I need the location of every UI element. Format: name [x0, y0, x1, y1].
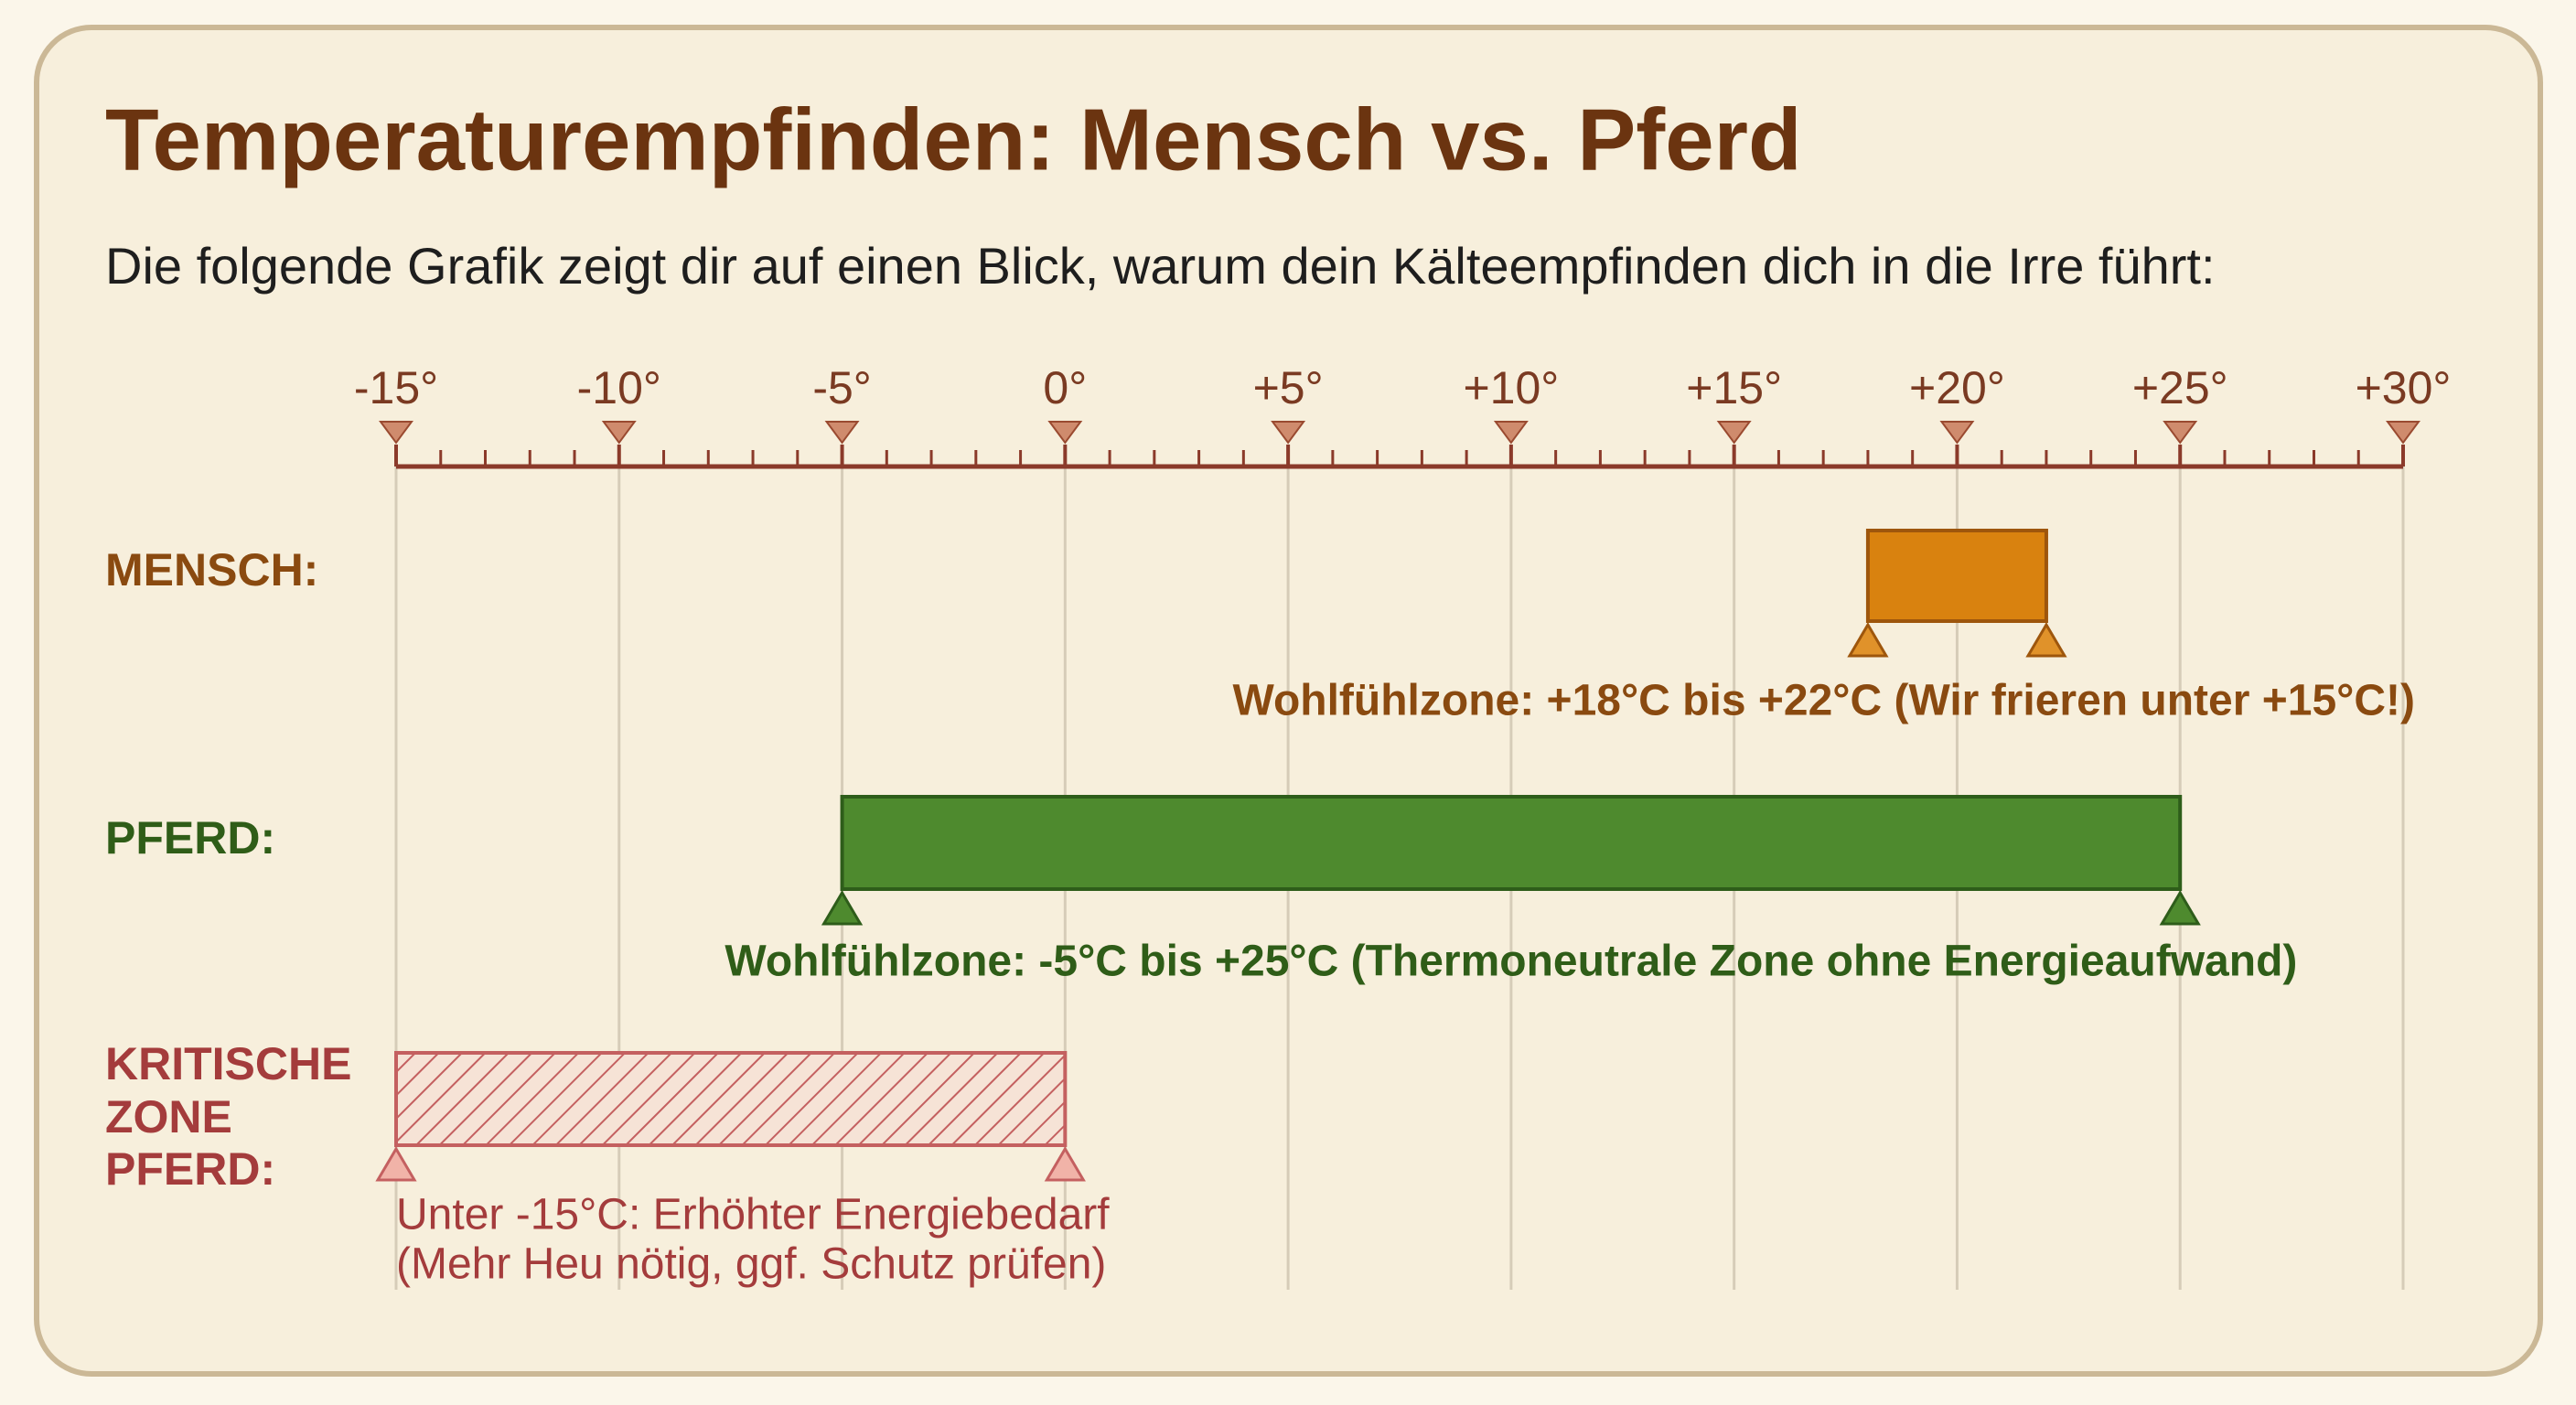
- range-bar: [840, 795, 2183, 891]
- title: Temperaturempfinden: Mensch vs. Pferd: [105, 91, 1802, 188]
- tick-marker: [824, 421, 860, 445]
- range-marker: [1044, 1146, 1086, 1182]
- tick-marker: [379, 421, 413, 445]
- row-label: MENSCH:: [105, 544, 318, 595]
- zone-note: Wohlfühlzone: -5°C bis +25°C (Thermoneut…: [724, 938, 2297, 986]
- tick-marker: [1493, 421, 1529, 445]
- range-marker: [2025, 622, 2067, 658]
- x-tick-label: +10°: [1463, 362, 1559, 413]
- range-marker: [2159, 890, 2201, 926]
- tick-marker: [1939, 421, 1975, 445]
- zone-note: Wohlfühlzone: +18°C bis +22°C (Wir frier…: [1233, 677, 2415, 725]
- x-tick-label: -15°: [354, 362, 438, 413]
- subtitle: Die folgende Grafik zeigt dir auf einen …: [105, 237, 2216, 295]
- zone-note: (Mehr Heu nötig, ggf. Schutz prüfen): [396, 1240, 1106, 1289]
- tick-marker: [1271, 421, 1306, 445]
- range-bar: [394, 1051, 1068, 1147]
- row-label: ZONE: [105, 1091, 232, 1142]
- tick-marker: [1047, 421, 1083, 445]
- range-marker: [375, 1146, 417, 1182]
- range-marker: [1847, 622, 1889, 658]
- x-tick-label: -10°: [577, 362, 661, 413]
- x-tick-label: +5°: [1253, 362, 1324, 413]
- tick-marker: [1716, 421, 1752, 445]
- x-tick-label: +15°: [1686, 362, 1782, 413]
- tick-marker: [2386, 421, 2420, 445]
- x-tick-label: +20°: [1909, 362, 2005, 413]
- tick-marker: [601, 421, 637, 445]
- row-label: PFERD:: [105, 1143, 275, 1195]
- x-tick-label: 0°: [1043, 362, 1087, 413]
- range-bar: [1865, 529, 2048, 623]
- x-tick-label: +30°: [2356, 362, 2452, 413]
- row-label: KRITISCHE: [105, 1038, 351, 1089]
- row-label: PFERD:: [105, 812, 275, 863]
- x-tick-label: -5°: [812, 362, 871, 413]
- zone-note: Unter -15°C: Erhöhter Energiebedarf: [396, 1191, 1110, 1239]
- range-marker: [821, 890, 864, 926]
- x-tick-label: +25°: [2132, 362, 2228, 413]
- tick-marker: [2163, 421, 2198, 445]
